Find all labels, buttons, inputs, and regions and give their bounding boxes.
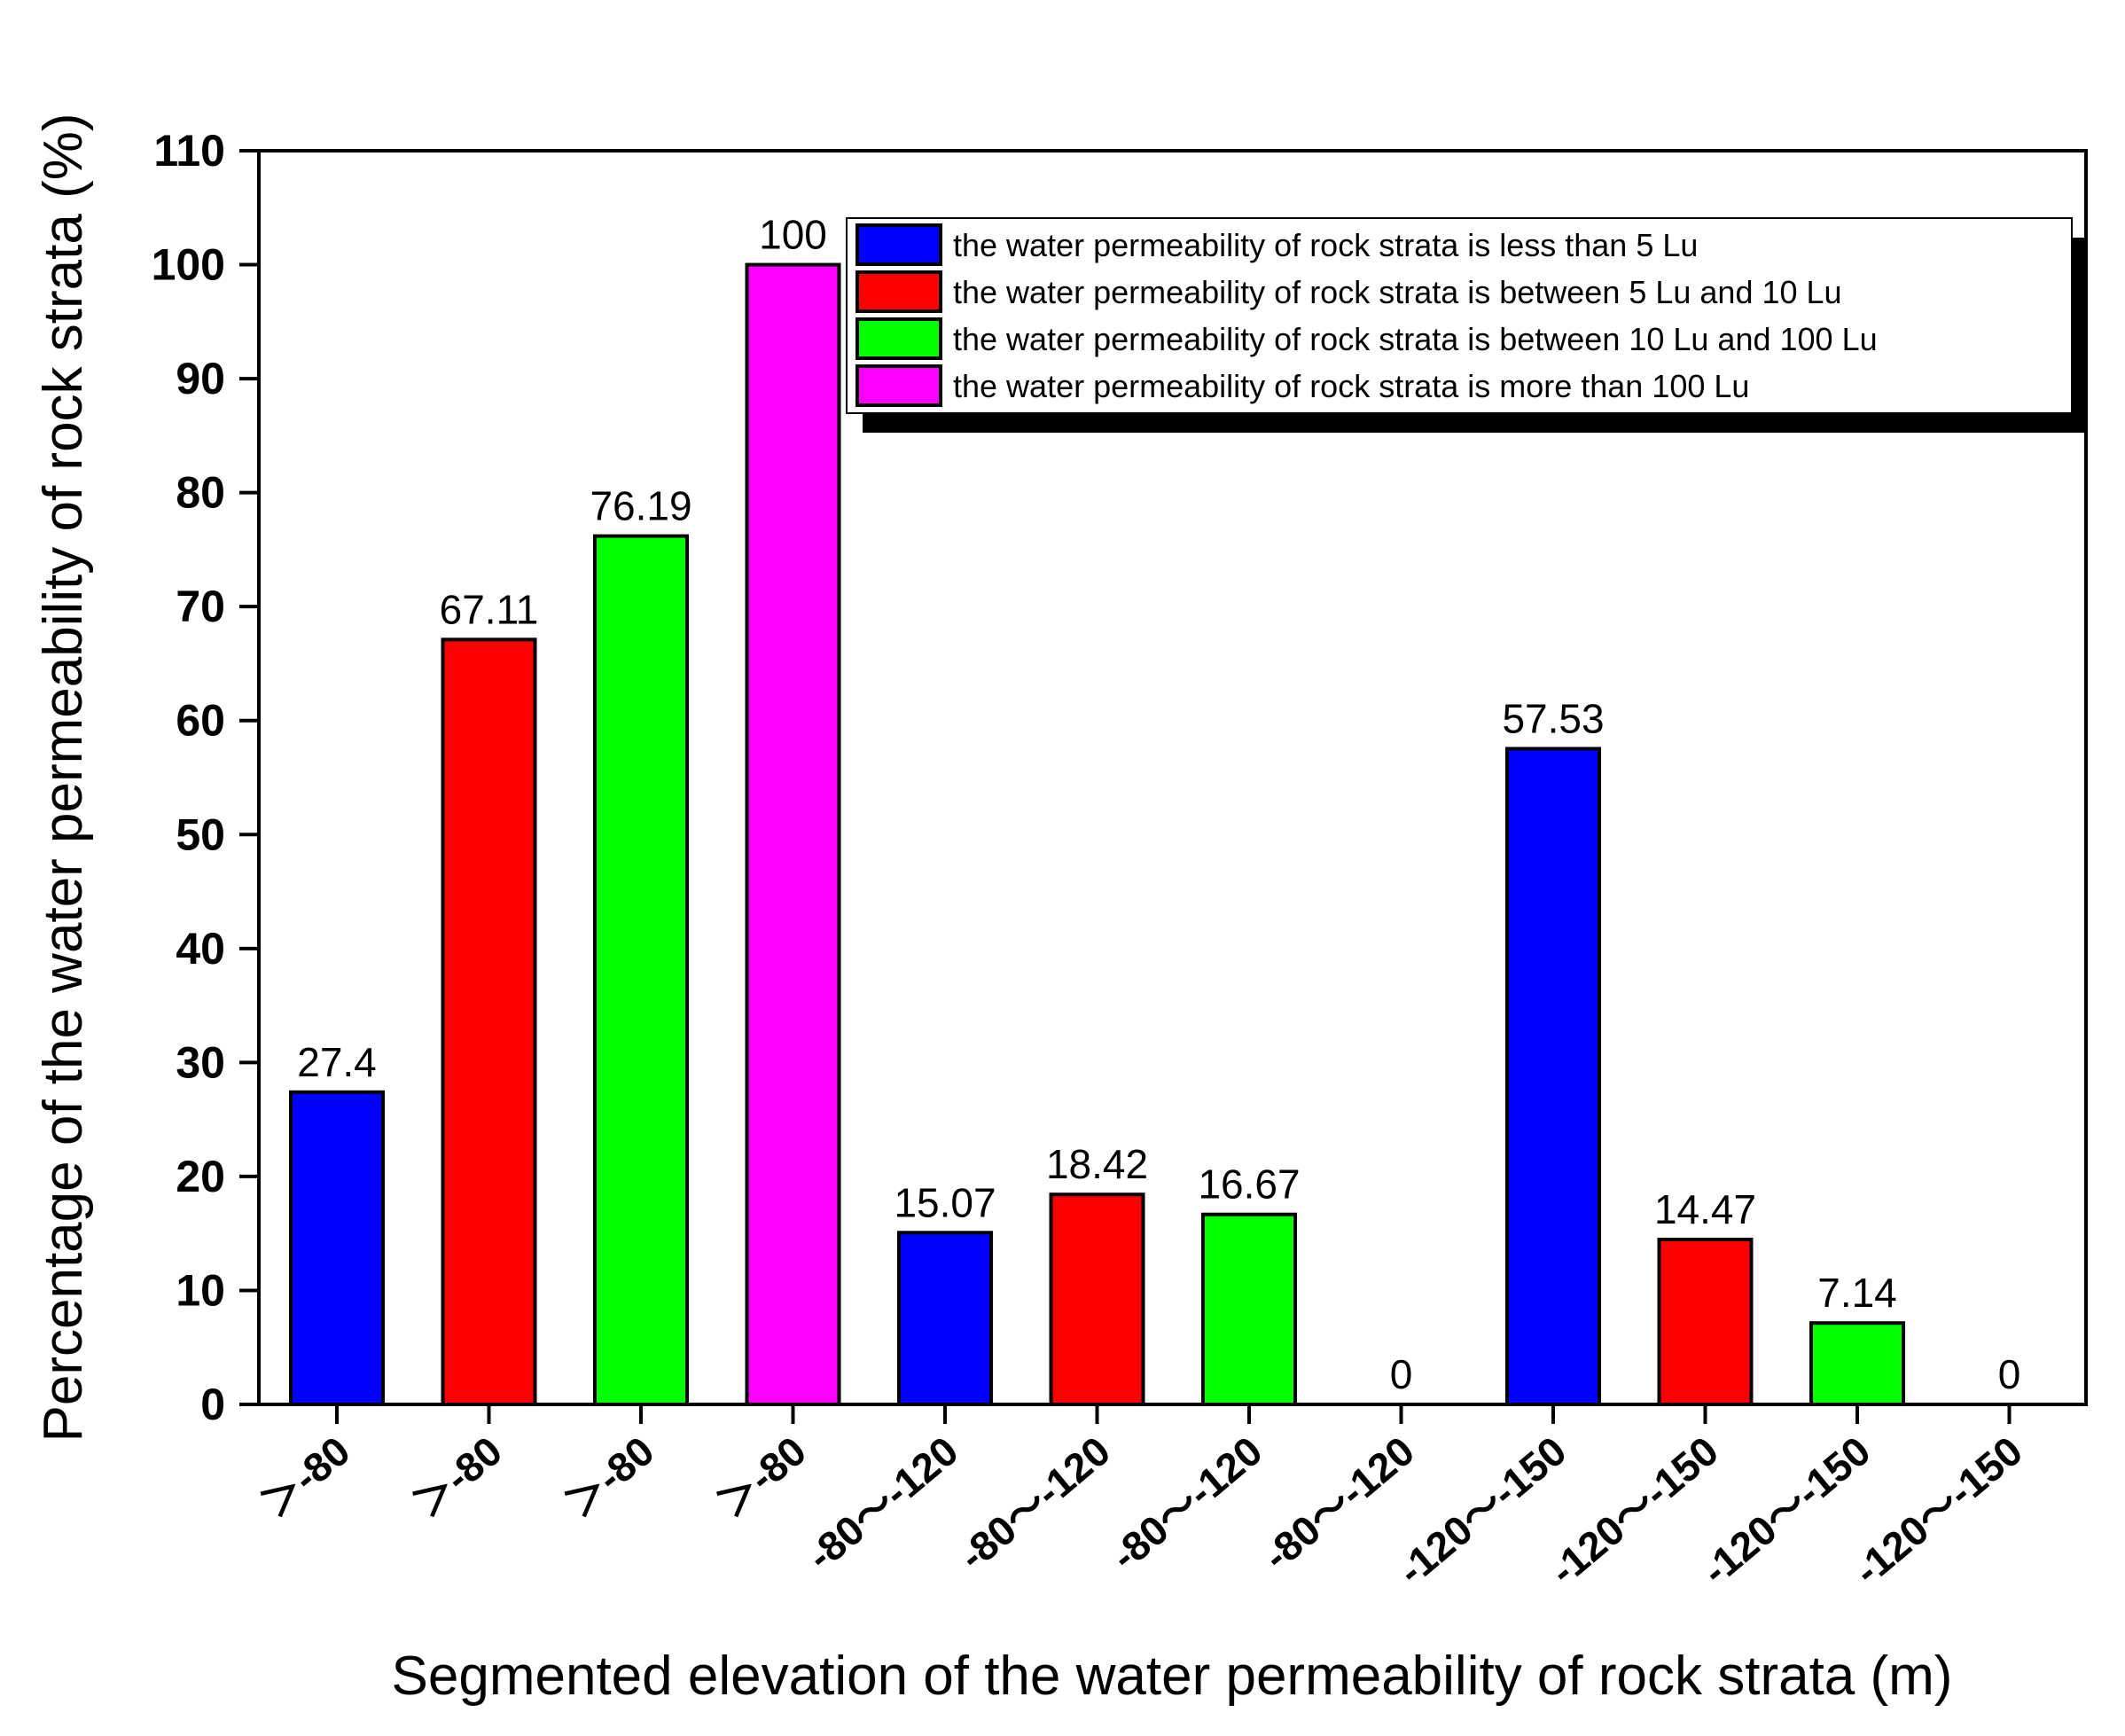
x-tick-label: -120～-150	[1541, 1427, 1727, 1594]
y-tick-label: 40	[176, 924, 225, 974]
x-tick-label: ＞-80	[708, 1427, 815, 1527]
bar-value-label: 14.47	[1654, 1186, 1756, 1232]
bar	[289, 1090, 385, 1406]
bar	[1809, 1321, 1905, 1406]
legend-swatch	[855, 364, 942, 407]
bar	[1657, 1237, 1754, 1407]
bar	[745, 262, 841, 1407]
y-axis-title: Percentage of the water permeability of …	[33, 113, 94, 1443]
x-tick-label: ＞-80	[253, 1427, 359, 1527]
y-tick-label: 90	[176, 354, 225, 403]
x-axis-title: Segmented elevation of the water permeab…	[392, 1646, 1953, 1707]
x-tick-label: -120～-150	[1845, 1427, 2031, 1594]
legend-label: the water permeability of rock strata is…	[953, 368, 1749, 404]
bar	[1505, 747, 1601, 1406]
legend-label: the water permeability of rock strata is…	[953, 274, 1842, 310]
x-tick-label: ＞-80	[557, 1427, 663, 1527]
x-tick-label: -80～-120	[950, 1427, 1119, 1579]
bar-value-label: 76.19	[590, 483, 691, 529]
legend-swatch	[855, 223, 942, 266]
x-tick-label: -80～-120	[798, 1427, 966, 1579]
x-tick-label: -120～-150	[1389, 1427, 1575, 1594]
y-tick-label: 60	[176, 696, 225, 746]
legend-box	[846, 217, 2073, 414]
bar	[593, 534, 689, 1406]
y-tick-label: 100	[152, 240, 225, 290]
bar	[1049, 1193, 1145, 1406]
legend-label: the water permeability of rock strata is…	[953, 227, 1698, 263]
legend: the water permeability of rock strata is…	[846, 217, 2088, 433]
bar	[897, 1231, 993, 1406]
legend-swatch	[855, 317, 942, 360]
y-tick-label: 20	[176, 1152, 225, 1201]
bar-value-label: 100	[759, 212, 827, 258]
y-tick-label: 30	[176, 1037, 225, 1087]
y-tick-label: 80	[176, 468, 225, 518]
y-tick-label: 70	[176, 582, 225, 631]
x-tick-label: -80～-120	[1102, 1427, 1270, 1579]
bar-value-label: 16.67	[1198, 1161, 1300, 1208]
bar-value-label: 0	[1390, 1351, 1413, 1397]
data-labels: 27.4 67.11 76.19 100 15.07 18.42 16.67 0 57.53 14…	[297, 212, 2020, 1397]
bar-value-label: 7.14	[1817, 1270, 1897, 1316]
bars	[289, 262, 1905, 1407]
legend-label: the water permeability of rock strata is…	[953, 321, 1878, 357]
x-axis-ticks: ＞-80 ＞-80 ＞-80 ＞-80-80～-120-80～-120-80～-120…	[253, 1404, 2031, 1594]
bar	[1201, 1212, 1297, 1406]
bar-value-label: 18.42	[1046, 1141, 1148, 1187]
y-tick-label: 0	[200, 1380, 225, 1429]
y-tick-label: 10	[176, 1265, 225, 1315]
bar-value-label: 27.4	[297, 1039, 377, 1085]
y-tick-label: 50	[176, 809, 225, 859]
legend-swatch	[855, 270, 942, 313]
bar-value-label: 0	[1998, 1351, 2021, 1397]
bar-value-label: 57.53	[1502, 695, 1604, 741]
bar	[441, 637, 537, 1406]
y-tick-label: 110	[153, 126, 225, 176]
y-axis-ticks: 0 10 20 30 40 50 60 70 80 90 100 110	[152, 126, 259, 1429]
bar-value-label: 15.07	[894, 1179, 996, 1225]
x-tick-label: -120～-150	[1693, 1427, 1879, 1594]
plot-frame	[257, 149, 2088, 1406]
bar-value-label: 67.11	[440, 586, 539, 632]
x-tick-label: ＞-80	[404, 1427, 511, 1527]
